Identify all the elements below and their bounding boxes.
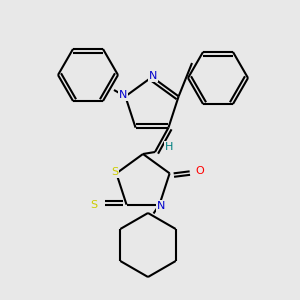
- Text: O: O: [195, 166, 204, 176]
- Text: S: S: [111, 167, 118, 177]
- Text: N: N: [149, 71, 157, 81]
- Text: S: S: [90, 200, 97, 210]
- Text: H: H: [165, 142, 173, 152]
- Text: N: N: [119, 90, 128, 100]
- Text: N: N: [157, 201, 166, 211]
